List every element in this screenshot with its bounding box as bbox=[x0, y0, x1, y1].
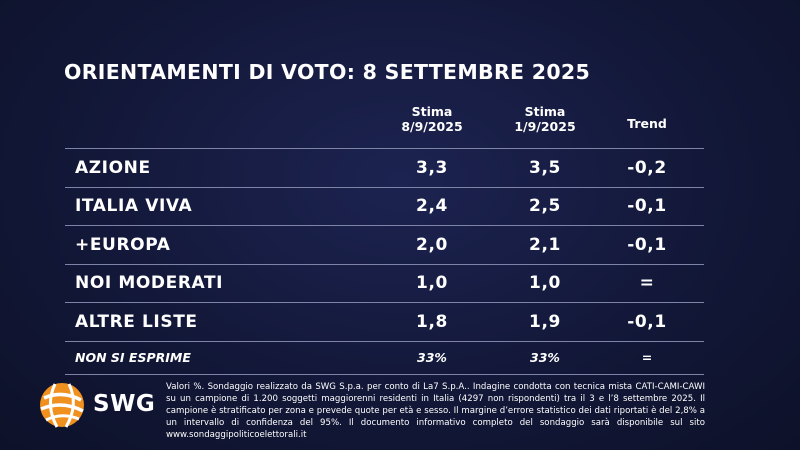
column-header: Stima 8/9/2025 bbox=[377, 104, 487, 134]
table-row: NON SI ESPRIME 33% 33% = bbox=[65, 341, 704, 375]
header-line: Stima bbox=[411, 104, 453, 119]
header-line: Trend bbox=[627, 116, 667, 131]
table-row: +EUROPA 2,0 2,1 -0,1 bbox=[65, 226, 704, 265]
logo-text: SWG bbox=[93, 391, 156, 417]
cell: = bbox=[641, 350, 653, 365]
cell: 2,4 bbox=[416, 196, 448, 217]
divider bbox=[65, 148, 704, 149]
column-header: Stima 1/9/2025 bbox=[490, 104, 600, 134]
cell: 3,5 bbox=[529, 158, 561, 178]
cell: -0,2 bbox=[627, 158, 667, 178]
table-row: AZIONE 3,3 3,5 -0,2 bbox=[65, 149, 704, 188]
title: ORIENTAMENTI DI VOTO: 8 SETTEMBRE 2025 bbox=[64, 60, 591, 84]
row-label: NON SI ESPRIME bbox=[75, 350, 191, 365]
cell: 3,3 bbox=[416, 158, 448, 178]
cell: 2,1 bbox=[529, 234, 561, 255]
table-row: ALTRE LISTE 1,8 1,9 -0,1 bbox=[65, 303, 704, 342]
row-label: ITALIA VIVA bbox=[75, 196, 193, 217]
cell: 33% bbox=[417, 350, 447, 365]
cell: -0,1 bbox=[627, 311, 667, 332]
cell: 2,0 bbox=[416, 234, 448, 255]
header-line: Stima bbox=[524, 104, 566, 119]
column-header: Trend bbox=[592, 116, 702, 131]
cell: 1,9 bbox=[529, 311, 561, 332]
cell: -0,1 bbox=[627, 234, 667, 255]
table-row: ITALIA VIVA 2,4 2,5 -0,1 bbox=[65, 187, 704, 227]
cell: 2,5 bbox=[529, 196, 561, 217]
table-row: NOI MODERATI 1,0 1,0 = bbox=[65, 264, 704, 304]
row-label: AZIONE bbox=[75, 158, 151, 178]
footnote: Valori %. Sondaggio realizzato da SWG S.… bbox=[166, 382, 705, 440]
cell: 1,0 bbox=[416, 273, 448, 294]
header-line: 1/9/2025 bbox=[514, 119, 576, 134]
logo-globe bbox=[40, 383, 84, 428]
cell: 33% bbox=[530, 350, 560, 365]
row-label: NOI MODERATI bbox=[75, 273, 224, 294]
row-label: +EUROPA bbox=[75, 234, 171, 255]
header-line: 8/9/2025 bbox=[401, 119, 463, 134]
cell: 1,0 bbox=[529, 273, 561, 294]
cell: 1,8 bbox=[416, 311, 448, 332]
row-label: ALTRE LISTE bbox=[75, 311, 198, 332]
cell: -0,1 bbox=[627, 196, 667, 217]
cell: = bbox=[639, 273, 655, 294]
